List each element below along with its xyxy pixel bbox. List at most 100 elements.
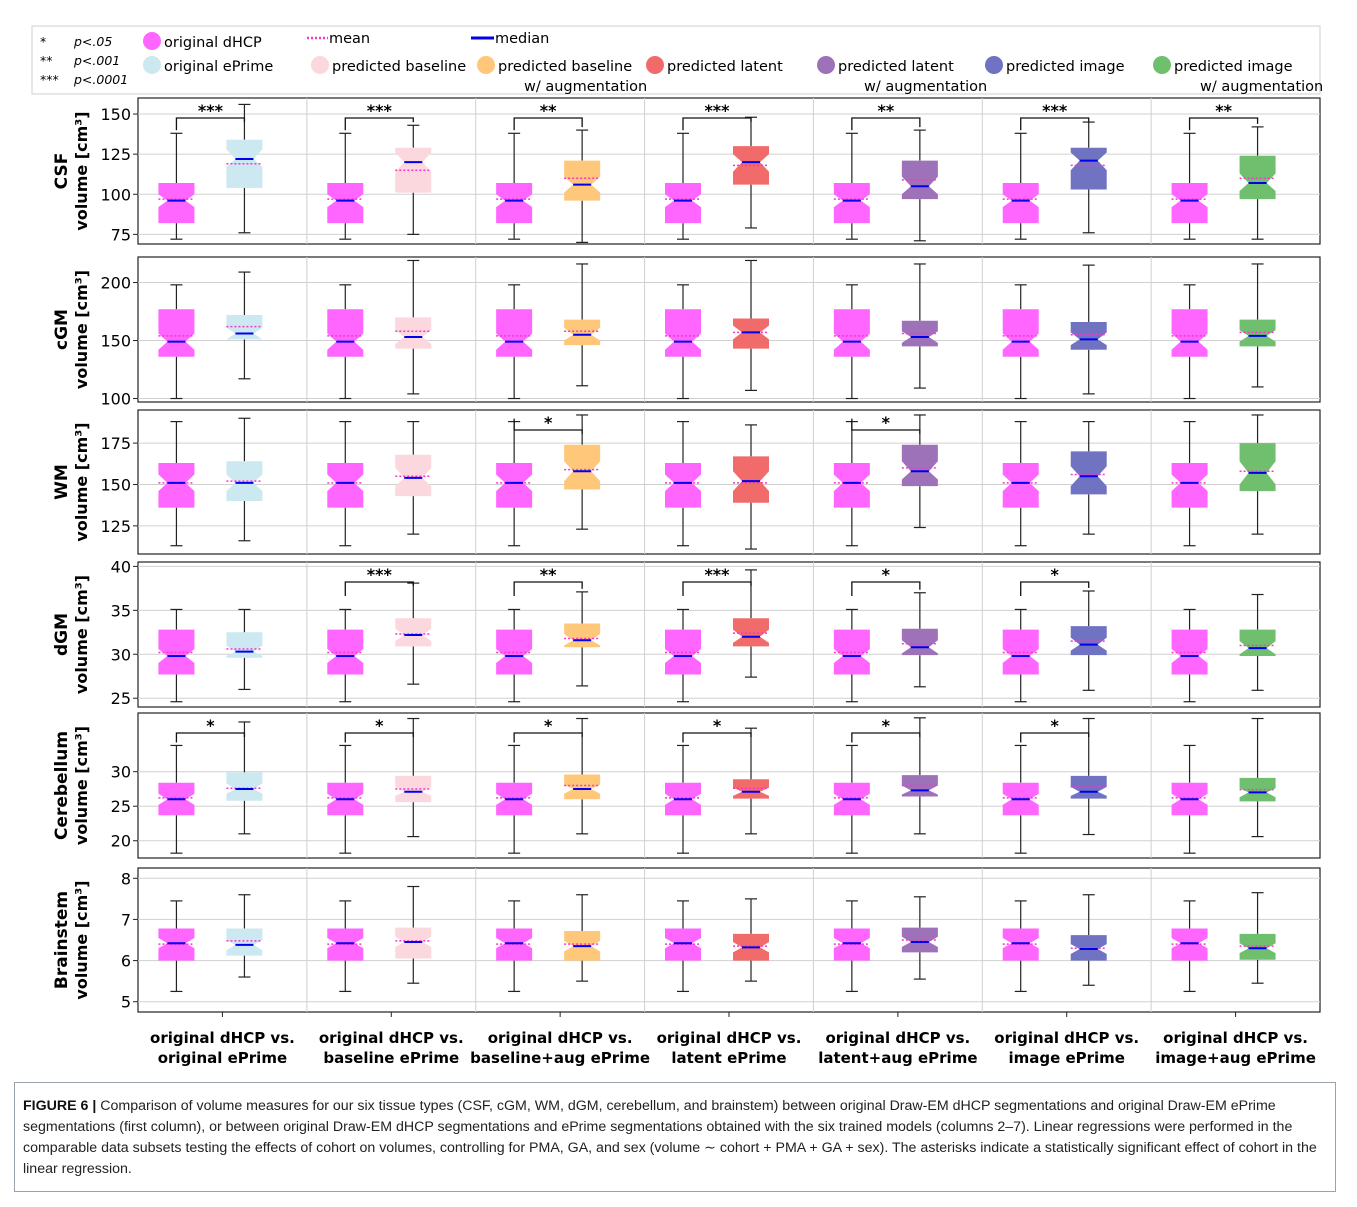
notched-box	[496, 462, 533, 508]
significance-marker: ***	[367, 565, 393, 584]
box-baseline	[395, 420, 432, 535]
row-title-wm: WM	[52, 464, 72, 500]
legend-label2-image_aug: w/ augmentation	[1200, 79, 1323, 95]
significance-bracket	[344, 581, 414, 596]
box-dhcp-col5	[833, 284, 870, 400]
panel-cerebellum: 20 25 30 Cerebellum volume [cm³] * * * * * *	[52, 712, 1321, 859]
box-dhcp-col1	[158, 744, 195, 854]
legend-sig-symbol: ***	[40, 72, 59, 87]
box-dhcp-col4	[665, 900, 701, 993]
legend-swatch-baseline	[311, 56, 329, 74]
box-dhcp-col7	[1171, 420, 1208, 547]
notched-box	[395, 927, 432, 959]
box-dhcp-col7	[1171, 900, 1208, 993]
box-baseline	[395, 717, 432, 838]
row-title-csf: CSF	[52, 153, 72, 190]
significance-marker: **	[877, 101, 894, 120]
notched-box	[226, 928, 263, 956]
x-label-line1: original dHCP vs.	[319, 1029, 464, 1047]
notched-box	[1171, 462, 1208, 508]
notched-box	[1171, 183, 1208, 224]
row-ylabel: volume [cm³]	[72, 880, 91, 999]
row-ylabel: volume [cm³]	[72, 575, 91, 694]
box-dhcp-col2	[327, 744, 364, 854]
box-dhcp-col1	[158, 608, 195, 703]
significance-marker: *	[206, 716, 215, 735]
box-eprime	[226, 894, 263, 978]
notched-box	[158, 462, 195, 508]
box-dhcp-col5	[833, 132, 870, 240]
significance-marker: **	[540, 101, 557, 120]
significance-marker: *	[375, 716, 384, 735]
x-label-line1: original dHCP vs.	[994, 1029, 1139, 1047]
legend-label-image: predicted image	[1006, 59, 1125, 75]
significance-marker: *	[544, 413, 553, 432]
box-latent_aug	[901, 717, 938, 835]
box-baseline_aug	[564, 591, 601, 687]
notched-box	[395, 454, 432, 497]
legend-label-image_aug: predicted image	[1174, 59, 1293, 75]
box-baseline	[395, 124, 432, 235]
box-dhcp-col1	[158, 420, 195, 547]
notched-box	[564, 319, 601, 346]
box-dhcp-col6	[1002, 284, 1039, 400]
significance-marker: ***	[198, 101, 224, 120]
notched-box	[226, 632, 263, 658]
y-tick-label: 5	[121, 993, 131, 1012]
y-tick-label: 75	[111, 225, 131, 244]
notched-box	[496, 183, 533, 224]
x-label-line2: baseline ePrime	[323, 1049, 459, 1067]
notched-box	[496, 629, 533, 675]
significance-bracket	[682, 732, 752, 743]
notched-box	[901, 628, 938, 656]
box-dhcp-col1	[158, 900, 195, 993]
y-tick-label: 150	[100, 475, 131, 494]
box-dhcp-col3	[496, 132, 533, 240]
notched-box	[1070, 147, 1107, 190]
significance-marker: **	[540, 565, 557, 584]
y-tick-label: 6	[121, 952, 131, 971]
box-dhcp-col5	[833, 420, 870, 547]
box-eprime	[226, 721, 263, 835]
legend: * p<.05 ** p<.001 *** p<.0001 original dHCP ori…	[31, 25, 1323, 95]
box-dhcp-col5	[833, 608, 870, 703]
y-tick-label: 8	[121, 869, 131, 888]
box-dhcp-col6	[1002, 132, 1039, 240]
x-axis-labels: original dHCP vs. original ePrime original…	[150, 1012, 1316, 1067]
x-label-line2: original ePrime	[158, 1049, 287, 1067]
box-latent	[733, 424, 769, 550]
notched-box	[1002, 183, 1039, 224]
significance-marker: ***	[1042, 101, 1068, 120]
y-tick-label: 100	[100, 390, 131, 409]
box-dhcp-col7	[1171, 608, 1208, 703]
notched-box	[1070, 451, 1107, 495]
legend-label2-latent_aug: w/ augmentation	[864, 79, 987, 95]
significance-marker: ***	[704, 101, 730, 120]
notched-box	[226, 772, 263, 801]
notched-box	[665, 183, 701, 224]
box-image_aug	[1239, 414, 1276, 535]
significance-bracket	[513, 581, 583, 596]
x-label-line1: original dHCP vs.	[1163, 1029, 1308, 1047]
box-dhcp-col4	[665, 132, 701, 240]
significance-marker: *	[882, 716, 891, 735]
legend-label-eprime: original ePrime	[164, 59, 273, 75]
significance-bracket	[851, 117, 921, 131]
box-baseline_aug	[564, 263, 601, 387]
row-ylabel: volume [cm³]	[72, 422, 91, 541]
significance-marker: *	[1051, 565, 1060, 584]
notched-box	[564, 160, 601, 201]
panel-frame	[137, 867, 1321, 1013]
box-dhcp-col3	[496, 744, 533, 854]
box-dhcp-col2	[327, 900, 364, 993]
box-latent_aug	[901, 263, 938, 389]
box-latent	[733, 259, 769, 391]
box-image	[1070, 717, 1107, 836]
row-title-cgm: cGM	[52, 309, 72, 350]
box-image_aug	[1239, 263, 1276, 388]
y-tick-label: 125	[100, 145, 131, 164]
notched-box	[395, 317, 432, 349]
box-latent	[733, 569, 769, 678]
